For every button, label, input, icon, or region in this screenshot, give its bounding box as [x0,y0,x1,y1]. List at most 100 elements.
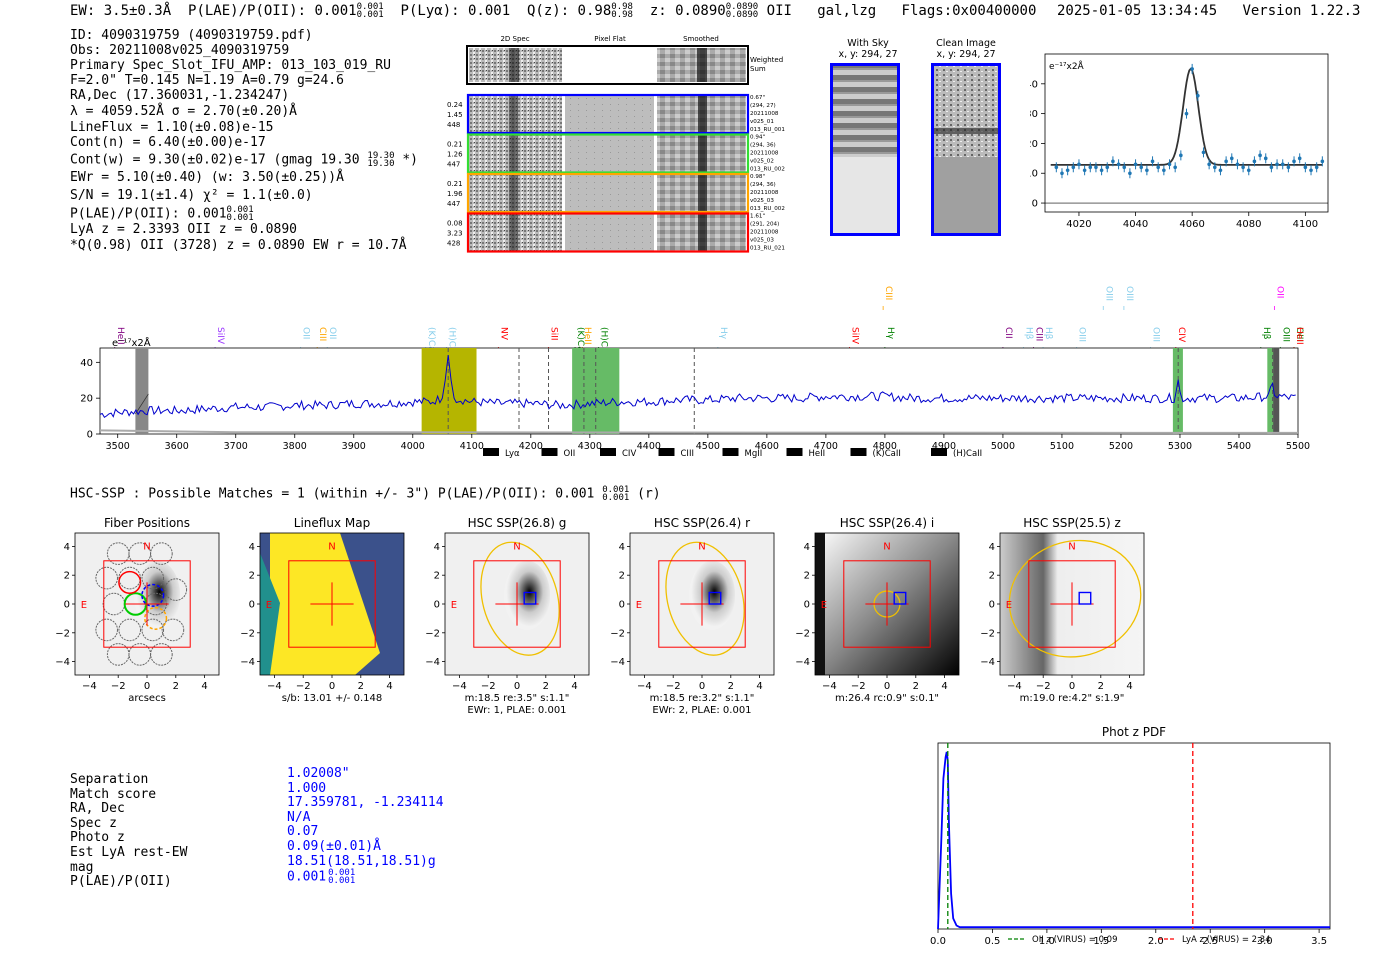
spec-line-label-29: HeII [1294,327,1304,345]
hsc-panel-title-3: HSC SSP(26.4) r [654,516,750,530]
spec-ytick-1: 20 [80,394,93,405]
fit-point-45 [1309,168,1313,173]
spec-legend-label-6: (K)CaII [873,449,901,459]
hsc-ytick-2-2: 0 [434,600,440,611]
fit-ytick-4: 40 [1030,79,1038,90]
fit-point-25 [1196,93,1200,98]
fiber-5 [141,566,165,590]
spec-xtick-0: 3500 [106,441,130,452]
hsc-xtick-1-4: 4 [386,681,392,692]
hsc-north-4: N [883,541,890,552]
fit-point-30 [1224,159,1228,164]
hsc-ytick-1-1: −2 [240,628,255,639]
info-plae: P(LAE)/P(OII): 0.0010.001 0.001 [70,206,254,223]
hsc-north-0: N [143,541,150,552]
hsc-aperture-2 [480,541,560,656]
spec-legend-swatch-1 [541,448,558,456]
cutout-right-1-0: 0.94" [750,135,765,141]
spec-line-label-27: OIII [1280,327,1290,342]
hsc-aperture-5 [1008,539,1142,658]
match-value-radec: 17.359781, -1.234114 [287,795,444,811]
fit-point-19 [1162,168,1166,173]
spec-line-label-5: (K)CaII [426,327,436,357]
hsc-xlabel-3: m:18.5 re:3.2" s:1.1" [650,693,755,704]
spec-xtick-9: 4400 [637,441,661,452]
hsc-ytick-3-4: 4 [619,542,625,553]
hsc-panel-title-0: Fiber Positions [104,516,190,530]
info-contn: Cont(n) = 6.40(±0.00)e-17 [70,135,266,150]
hsc-xtick-1-0: −4 [267,681,282,692]
cutout-right-2-0: 0.98" [750,174,765,180]
match-value-separation: 1.02008" [287,766,350,781]
fiber-12 [161,618,185,642]
fit-xtick-1: 4040 [1123,219,1148,230]
cutout-flat-3 [565,214,654,251]
spec-xtick-6: 4100 [460,441,484,452]
clean-xy: x, y: 294, 27 [936,49,996,60]
fit-point-34 [1246,168,1251,173]
hsc-ytick-5-1: −2 [980,628,995,639]
fit-point-2 [1065,168,1070,173]
withsky-image [832,65,898,157]
header-qz-lo: 0.98 [611,10,633,20]
fiber-4 [118,566,142,590]
spec-xtick-14: 4900 [932,441,956,452]
clean-image [933,65,999,157]
spec-line-label-17: Hβ [1024,327,1034,340]
spec-line-label-18: CIII [1034,327,1044,341]
info-contw-lo: 19.30 [367,159,395,169]
spec-xtick-16: 5100 [1050,441,1074,452]
match-label-photoz: Photo z [70,830,125,846]
fit-point-47 [1320,159,1325,164]
hsc-band: (r) [637,486,661,502]
spec-line-label-15: Hγ [885,327,895,340]
hsc-title: HSC-SSP : Possible Matches = 1 (within +… [70,486,661,503]
hsc-match-box-4 [893,591,907,605]
info-plae-lo: 0.001 [226,213,254,223]
match-value-score: 1.000 [287,780,327,796]
fit-ytick-3: 30 [1030,109,1038,120]
info-contw-end: *) [402,152,418,168]
info-radec: RA,Dec (17.360031,-1.234247) [70,88,290,103]
fit-point-0 [1054,165,1059,170]
sky-clean-images [830,63,1001,236]
hsc-xtick-3-0: −4 [637,681,652,692]
fit-point-20 [1167,162,1172,167]
match-value-mag: 18.51(18.51,18.51)g [287,853,436,869]
hsc-ytick-3-0: −4 [610,657,625,668]
spec-legend-label-2: CIV [622,449,636,459]
match-plae-up: 0.001 [328,868,356,879]
hsc-xtick-2-0: −4 [452,681,467,692]
spec-line-label-23: OIII [1150,327,1160,342]
fiber-blue [141,583,165,607]
spec-line-label-16: CII [1003,327,1013,339]
fit-point-26 [1201,150,1206,155]
hsc-xtick-4-2: 0 [884,681,890,692]
spec-legend-swatch-2 [600,448,616,456]
hsc-xtick-0-2: 0 [144,681,150,692]
fit-point-29 [1218,168,1223,173]
hsc-ytick-1-3: 2 [249,571,255,582]
cutout-right-1-2: 20211008 [750,151,779,157]
cutout-right-0-0: 0.67" [750,95,765,101]
hsc-ytick-5-2: 0 [989,600,995,611]
fit-unit: e⁻¹⁷x2Å [1049,60,1085,72]
photz-xtick-7: 3.5 [1311,936,1327,947]
header-version: Version 1.22.3 [1242,3,1361,19]
hsc-box-2 [473,560,561,648]
spec-xtick-13: 4800 [873,441,897,452]
photz-xtick-4: 2.0 [1148,936,1164,947]
hsc-east-2: E [451,600,457,611]
match-label-ew: Est LyA rest-EW [70,844,188,860]
cutout-left-1-0: 0.21 [447,141,463,149]
photz-marks [937,743,1330,930]
hsc-panel-1: Lineflux Map N E −4 −4 −2 −2 0 0 2 2 4 4 s/b: 13.01 +… [240,516,405,704]
info-q: *Q(0.98) OII (3728) z = 0.0890 EW r = 10… [70,238,407,253]
hsc-ytick-0-1: −2 [55,628,70,639]
photz-chart: Phot z PDF 0.0 0.5 1.0 1.5 2.0 2.5 3.0 3.5 OII … [930,725,1331,947]
match-label-score: Match score [70,786,157,802]
cutout-frame-0 [466,93,750,135]
hsc-ytick-2-4: 4 [434,542,440,553]
spec-xtick-7: 4200 [519,441,543,452]
fit-point-1 [1060,171,1064,176]
